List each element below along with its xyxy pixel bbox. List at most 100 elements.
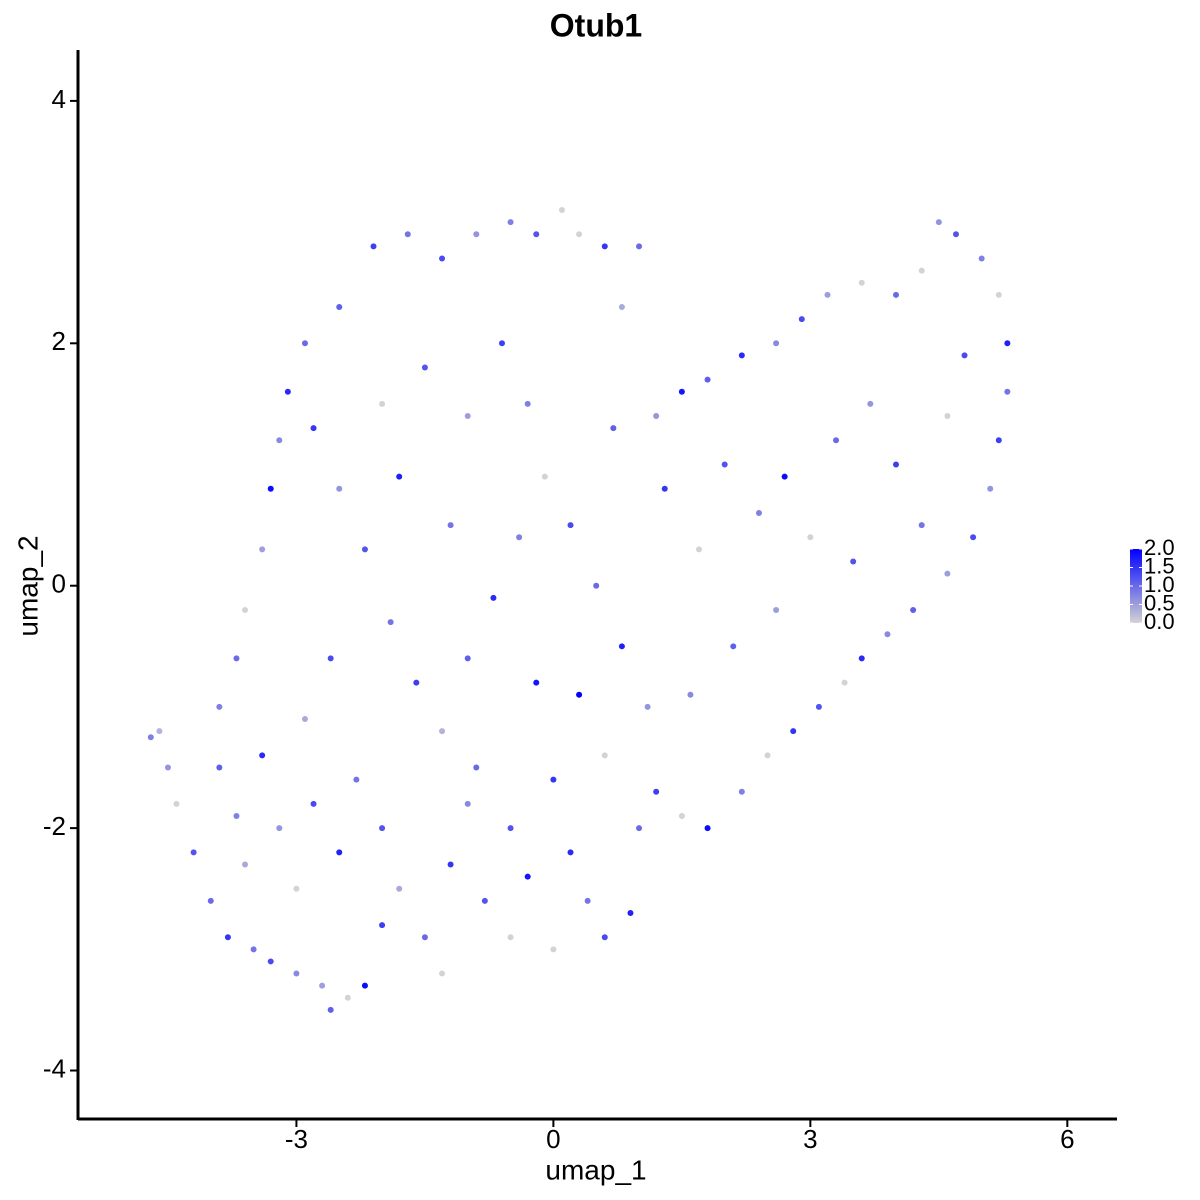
point bbox=[704, 376, 711, 383]
point bbox=[798, 316, 805, 323]
point bbox=[773, 340, 780, 347]
colorbar-tick-label: 0.0 bbox=[1144, 609, 1175, 634]
point bbox=[884, 631, 891, 638]
y-tick-label: 2 bbox=[52, 326, 66, 356]
x-axis-label: umap_1 bbox=[545, 1154, 646, 1185]
point bbox=[439, 970, 446, 977]
point bbox=[396, 473, 403, 480]
point bbox=[276, 825, 283, 832]
point bbox=[464, 800, 471, 807]
point bbox=[293, 885, 300, 892]
point bbox=[336, 485, 343, 492]
point bbox=[944, 413, 951, 420]
point bbox=[507, 825, 514, 832]
point bbox=[336, 849, 343, 856]
point bbox=[918, 522, 925, 529]
point bbox=[815, 703, 822, 710]
point bbox=[344, 994, 351, 1001]
point bbox=[276, 437, 283, 444]
point bbox=[242, 861, 249, 868]
point bbox=[790, 728, 797, 735]
point bbox=[807, 534, 814, 541]
point bbox=[995, 437, 1002, 444]
point bbox=[601, 243, 608, 250]
y-tick-label: -2 bbox=[43, 811, 66, 841]
point bbox=[678, 812, 685, 819]
point bbox=[267, 958, 274, 965]
point bbox=[721, 461, 728, 468]
point bbox=[250, 946, 257, 953]
point bbox=[327, 655, 334, 662]
point bbox=[301, 340, 308, 347]
point bbox=[370, 243, 377, 250]
point bbox=[507, 219, 514, 226]
point bbox=[207, 897, 214, 904]
point bbox=[447, 861, 454, 868]
point bbox=[687, 691, 694, 698]
point bbox=[190, 849, 197, 856]
point bbox=[404, 231, 411, 238]
point bbox=[961, 352, 968, 359]
point bbox=[764, 752, 771, 759]
point bbox=[421, 364, 428, 371]
point bbox=[216, 764, 223, 771]
point bbox=[490, 594, 497, 601]
point bbox=[439, 255, 446, 262]
point bbox=[858, 655, 865, 662]
point bbox=[379, 825, 386, 832]
point bbox=[627, 909, 634, 916]
point bbox=[618, 303, 625, 310]
point bbox=[1004, 388, 1011, 395]
point bbox=[267, 485, 274, 492]
y-tick-label: -4 bbox=[43, 1053, 66, 1083]
point bbox=[850, 558, 857, 565]
point bbox=[413, 679, 420, 686]
point bbox=[1004, 340, 1011, 347]
point bbox=[224, 934, 231, 941]
point bbox=[987, 485, 994, 492]
point bbox=[516, 534, 523, 541]
point bbox=[858, 279, 865, 286]
point bbox=[696, 546, 703, 553]
point bbox=[233, 812, 240, 819]
point bbox=[576, 231, 583, 238]
point bbox=[550, 776, 557, 783]
point bbox=[353, 776, 360, 783]
point bbox=[824, 291, 831, 298]
point bbox=[173, 800, 180, 807]
point bbox=[439, 728, 446, 735]
point bbox=[301, 716, 308, 723]
point bbox=[464, 413, 471, 420]
point bbox=[636, 243, 643, 250]
point bbox=[918, 267, 925, 274]
point bbox=[533, 231, 540, 238]
y-tick-label: 0 bbox=[52, 569, 66, 599]
colorbar-tick-label: 1.5 bbox=[1144, 553, 1175, 578]
point bbox=[773, 606, 780, 613]
point bbox=[867, 400, 874, 407]
point bbox=[601, 934, 608, 941]
point bbox=[678, 388, 685, 395]
point bbox=[841, 679, 848, 686]
point bbox=[567, 849, 574, 856]
point bbox=[704, 825, 711, 832]
point bbox=[738, 352, 745, 359]
point bbox=[755, 509, 762, 516]
x-tick-label: -3 bbox=[285, 1124, 308, 1154]
point bbox=[893, 461, 900, 468]
point bbox=[653, 413, 660, 420]
point bbox=[216, 703, 223, 710]
point bbox=[396, 885, 403, 892]
colorbar-tick-label: 0.5 bbox=[1144, 590, 1175, 615]
point bbox=[259, 752, 266, 759]
colorbar-tick-label: 2.0 bbox=[1144, 535, 1175, 560]
point bbox=[156, 728, 163, 735]
colorbar-tick-label: 1.0 bbox=[1144, 572, 1175, 597]
point bbox=[284, 388, 291, 395]
point bbox=[644, 703, 651, 710]
point bbox=[952, 231, 959, 238]
point bbox=[576, 691, 583, 698]
point bbox=[524, 873, 531, 880]
point bbox=[387, 619, 394, 626]
point bbox=[473, 231, 480, 238]
